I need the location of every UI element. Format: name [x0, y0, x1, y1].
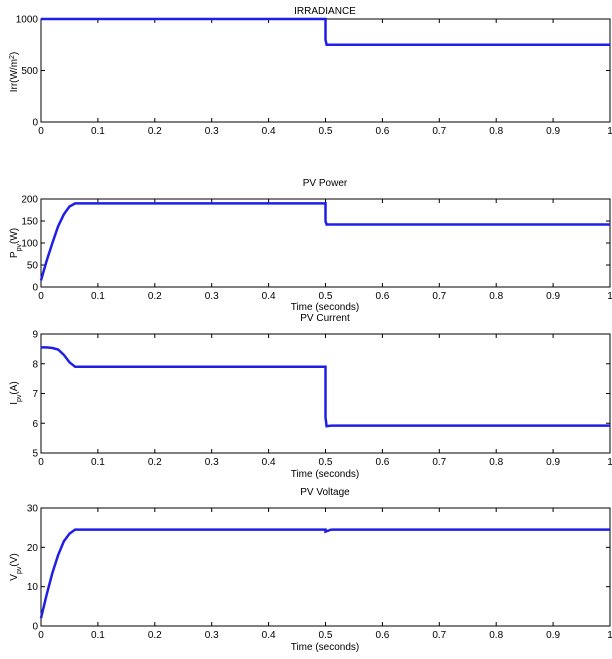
y-tick-label: 200 — [21, 195, 38, 206]
x-tick-label: 1 — [607, 457, 612, 468]
y-tick-label: 30 — [27, 504, 39, 515]
x-tick-label: 0.9 — [546, 630, 560, 641]
x-tick-label: 0.8 — [489, 457, 503, 468]
x-tick-label: 0.6 — [375, 630, 389, 641]
y-tick-label: 10 — [27, 582, 39, 593]
y-tick-label: 1000 — [16, 15, 39, 26]
x-tick-label: 0.6 — [375, 457, 389, 468]
y-tick-label: 5 — [32, 449, 38, 460]
panel-title: PV Voltage — [300, 487, 350, 498]
x-tick-label: 0.7 — [432, 457, 446, 468]
x-tick-label: 1 — [607, 630, 612, 641]
x-tick-label: 0.8 — [489, 126, 503, 137]
x-ticks: 0 0.1 0.2 0.3 0.4 0.5 0.6 0.7 0.8 0.9 1 — [38, 508, 612, 641]
x-tick-label: 1 — [607, 291, 612, 302]
y-tick-label: 500 — [21, 66, 38, 77]
y-tick-label: 20 — [27, 543, 39, 554]
x-tick-label: 0.3 — [205, 457, 219, 468]
panel-irradiance: IRRADIANCE 0 500 1000 0 0.1 0.2 0.3 0.4 0.5 0.6 0… — [9, 6, 612, 137]
panel-title: PV Power — [303, 178, 348, 189]
x-tick-label: 0.8 — [489, 630, 503, 641]
x-tick-label: 0.3 — [205, 630, 219, 641]
y-axis-label: Ppv(W) — [9, 228, 23, 258]
x-tick-label: 0.2 — [148, 291, 162, 302]
y-ticks: 0 50 100 150 200 — [21, 195, 610, 294]
x-tick-label: 0.3 — [205, 126, 219, 137]
x-tick-label: 0 — [38, 630, 44, 641]
x-tick-label: 0.5 — [319, 126, 333, 137]
series-line — [39, 202, 610, 281]
x-tick-label: 1 — [607, 126, 612, 137]
x-tick-label: 0.3 — [205, 291, 219, 302]
y-tick-label: 7 — [32, 389, 38, 400]
x-tick-label: 0.4 — [262, 291, 276, 302]
x-ticks: 0 0.1 0.2 0.3 0.4 0.5 0.6 0.7 0.8 0.9 1 — [38, 334, 612, 468]
x-tick-label: 0.2 — [148, 630, 162, 641]
x-tick-label: 0 — [38, 457, 44, 468]
x-tick-label: 0.2 — [148, 126, 162, 137]
y-tick-label: 50 — [27, 261, 39, 272]
panel-pv-power: PV Power 0 50 100 150 200 0 0.1 0.2 0.3 0.4 0.5 0.… — [9, 178, 612, 313]
x-tick-label: 0.7 — [432, 291, 446, 302]
x-tick-label: 0.1 — [91, 630, 105, 641]
x-ticks: 0 0.1 0.2 0.3 0.4 0.5 0.6 0.7 0.8 0.9 1 — [38, 199, 612, 302]
x-tick-label: 0.5 — [319, 630, 333, 641]
x-tick-label: 0.5 — [319, 457, 333, 468]
plot-area — [40, 507, 611, 627]
x-tick-label: 0.7 — [432, 630, 446, 641]
x-tick-label: 0.6 — [375, 291, 389, 302]
panel-title: PV Current — [300, 313, 350, 324]
series-line — [41, 346, 610, 428]
y-tick-label: 6 — [32, 419, 38, 430]
x-tick-label: 0.1 — [91, 126, 105, 137]
series-line — [41, 17, 610, 47]
y-ticks: 5 6 7 8 9 — [32, 330, 610, 460]
y-tick-label: 100 — [21, 239, 38, 250]
x-tick-label: 0 — [38, 291, 44, 302]
y-tick-label: 150 — [21, 217, 38, 228]
x-tick-label: 0.1 — [91, 457, 105, 468]
panel-pv-voltage: PV Voltage 0 10 20 30 0 0.1 0.2 0.3 0.4 0.5 0.6 0.… — [9, 487, 612, 653]
series-line — [39, 528, 610, 619]
y-ticks: 0 10 20 30 — [27, 504, 610, 633]
x-axis-label: Time (seconds) — [291, 469, 360, 480]
x-tick-label: 0.9 — [546, 291, 560, 302]
x-tick-label: 0 — [38, 126, 44, 137]
y-tick-label: 0 — [32, 118, 38, 129]
x-tick-label: 0.2 — [148, 457, 162, 468]
y-axis-label: Vpv(V) — [9, 553, 23, 580]
y-tick-label: 9 — [32, 330, 38, 341]
x-tick-label: 0.5 — [319, 291, 333, 302]
y-tick-label: 8 — [32, 359, 38, 370]
x-tick-label: 0.4 — [262, 457, 276, 468]
x-tick-label: 0.8 — [489, 291, 503, 302]
panel-title: IRRADIANCE — [294, 6, 356, 17]
x-axis-label: Time (seconds) — [291, 302, 360, 313]
y-tick-label: 0 — [32, 283, 38, 294]
x-tick-label: 0.1 — [91, 291, 105, 302]
x-tick-label: 0.4 — [262, 630, 276, 641]
x-tick-label: 0.7 — [432, 126, 446, 137]
x-tick-label: 0.9 — [546, 457, 560, 468]
y-axis-label: Irr(W/m2) — [9, 52, 21, 93]
x-tick-label: 0.6 — [375, 126, 389, 137]
x-tick-label: 0.4 — [262, 126, 276, 137]
y-axis-label: Ipv(A) — [9, 381, 23, 405]
x-tick-label: 0.9 — [546, 126, 560, 137]
y-tick-label: 0 — [32, 622, 38, 633]
x-axis-label: Time (seconds) — [291, 642, 360, 653]
